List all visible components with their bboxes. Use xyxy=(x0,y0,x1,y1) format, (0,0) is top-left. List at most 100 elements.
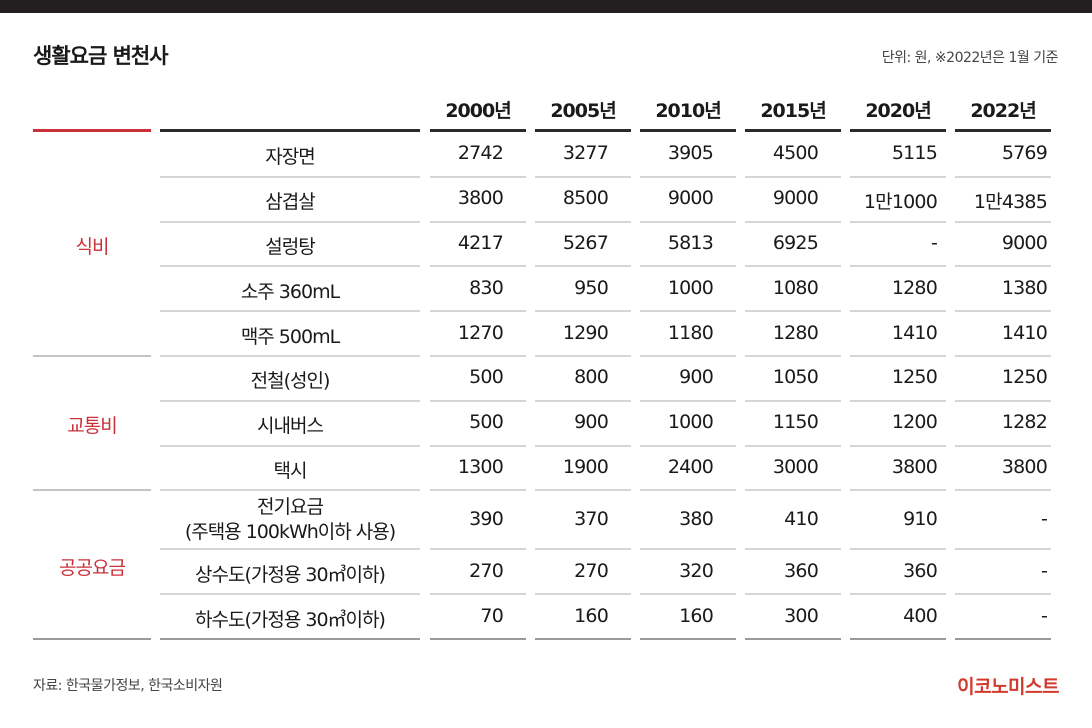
row-label: 소주 360mL xyxy=(240,280,340,303)
row-rule xyxy=(745,265,841,268)
row-rule xyxy=(430,399,526,402)
year-header: 2022년 xyxy=(970,100,1036,122)
table-cell: 3800 xyxy=(457,187,504,210)
row-rule xyxy=(430,638,526,640)
table-cell: 3800 xyxy=(1001,456,1048,478)
row-rule xyxy=(535,638,631,640)
table-cell: 270 xyxy=(574,559,609,582)
item-header-rule xyxy=(160,129,420,132)
row-rule xyxy=(955,265,1051,268)
row-rule xyxy=(430,593,526,596)
row-rule xyxy=(640,444,736,447)
row-rule xyxy=(535,175,631,178)
table-cell: 1290 xyxy=(562,321,609,344)
table-cell: 1250 xyxy=(891,366,938,389)
row-rule xyxy=(850,444,946,447)
row-label: 삼겹살 xyxy=(265,191,315,214)
row-label: 설렁탕 xyxy=(265,236,315,258)
row-rule xyxy=(640,548,736,551)
year-header-rule xyxy=(535,129,631,132)
row-rule xyxy=(745,638,841,640)
table-cell: 500 xyxy=(469,366,504,389)
row-rule xyxy=(850,220,946,223)
row-rule xyxy=(160,310,420,313)
row-rule xyxy=(850,593,946,596)
row-rule xyxy=(160,399,420,402)
row-rule xyxy=(640,638,736,640)
table-cell: 1280 xyxy=(772,321,819,344)
table-cell: 1410 xyxy=(891,321,938,344)
table-cell: 3800 xyxy=(891,456,938,478)
row-rule xyxy=(745,548,841,551)
table-cell: 2742 xyxy=(457,142,504,165)
table-cell: 3277 xyxy=(562,142,609,165)
table-cell: 380 xyxy=(679,507,714,530)
table-cell: 270 xyxy=(469,559,504,582)
table-cell: 390 xyxy=(469,507,504,530)
table-cell: 3905 xyxy=(667,142,714,165)
table-cell: 1만4385 xyxy=(973,191,1048,214)
table-cell: 1150 xyxy=(772,411,819,434)
category-rule xyxy=(33,355,151,357)
row-rule xyxy=(955,593,1051,596)
category-header-rule xyxy=(33,129,151,132)
table-cell: 9000 xyxy=(667,187,714,210)
row-rule xyxy=(850,489,946,492)
year-header-rule xyxy=(430,129,526,132)
year-header: 2000년 xyxy=(445,100,511,122)
row-rule xyxy=(955,444,1051,447)
table-cell: 400 xyxy=(903,604,938,627)
year-header: 2010년 xyxy=(655,100,721,122)
row-rule xyxy=(955,399,1051,402)
table-cell: 1050 xyxy=(772,366,819,389)
row-rule xyxy=(160,638,420,640)
row-rule xyxy=(535,548,631,551)
category-label: 교통비 xyxy=(67,415,117,438)
table-cell: 160 xyxy=(574,604,609,627)
table-cell: 900 xyxy=(574,411,609,434)
row-label-line1: 전기요금 xyxy=(257,495,324,518)
table-cell: 500 xyxy=(469,411,504,434)
row-rule xyxy=(955,548,1051,551)
table-cell: 910 xyxy=(903,507,938,530)
table-cell: 70 xyxy=(480,604,503,627)
row-rule xyxy=(430,310,526,313)
row-rule xyxy=(430,265,526,268)
row-label: 전철(성인) xyxy=(250,370,331,393)
table-cell: 1282 xyxy=(1001,411,1048,434)
top-bar xyxy=(0,0,1092,13)
table-cell: 320 xyxy=(679,559,714,582)
row-rule xyxy=(850,310,946,313)
table-cell: 1900 xyxy=(562,456,609,478)
row-rule xyxy=(535,220,631,223)
table-cell: 1250 xyxy=(1001,366,1048,389)
row-rule xyxy=(160,593,420,596)
row-rule xyxy=(640,220,736,223)
table-cell: 1080 xyxy=(772,276,819,299)
row-rule xyxy=(955,310,1051,313)
row-rule xyxy=(535,265,631,268)
row-rule xyxy=(745,220,841,223)
chart-title: 생활요금 변천사 xyxy=(33,44,169,68)
row-label: 전기요금 (주택용 100kWh이하 사용) xyxy=(160,495,420,545)
row-rule xyxy=(160,489,420,492)
row-rule xyxy=(850,175,946,178)
table-cell: 950 xyxy=(574,276,609,299)
row-label: 하수도(가정용 30㎥이하) xyxy=(195,608,386,631)
table-cell: 360 xyxy=(784,559,819,582)
row-rule xyxy=(640,399,736,402)
row-rule xyxy=(160,220,420,223)
row-label: 자장면 xyxy=(265,146,315,169)
row-rule xyxy=(535,310,631,313)
row-rule xyxy=(955,489,1051,492)
table-cell: 9000 xyxy=(772,187,819,210)
row-rule xyxy=(160,265,420,268)
table-cell: 1200 xyxy=(891,411,938,434)
table-cell: 6925 xyxy=(772,232,819,254)
row-rule xyxy=(160,548,420,551)
table-cell: 4217 xyxy=(457,232,504,254)
year-header-rule xyxy=(850,129,946,132)
year-header: 2005년 xyxy=(550,100,616,122)
row-rule xyxy=(745,444,841,447)
year-header: 2020년 xyxy=(865,100,931,122)
